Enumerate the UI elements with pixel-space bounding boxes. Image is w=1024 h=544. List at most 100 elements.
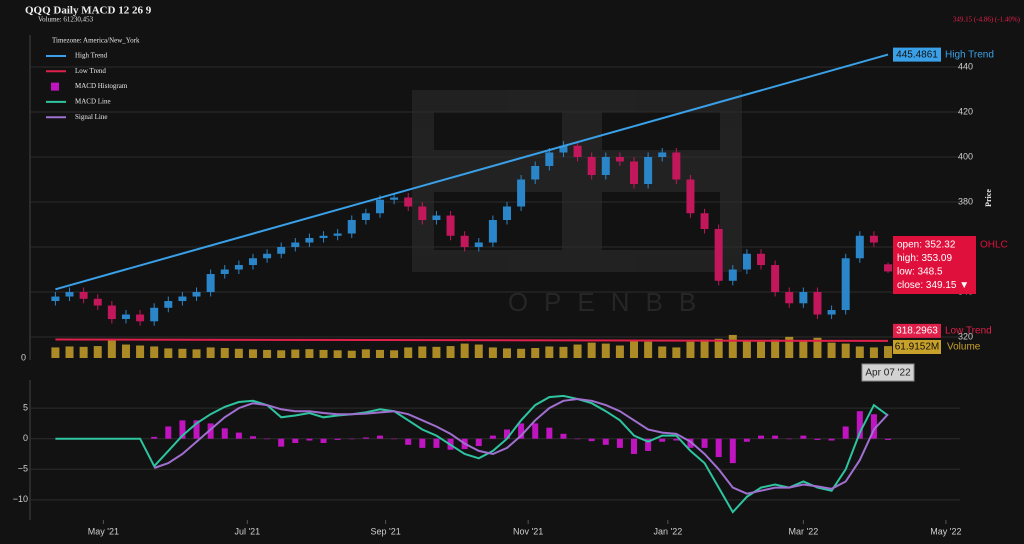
candle-body [559, 145, 568, 153]
x-tick-label: May '22 [930, 526, 961, 536]
histogram-bar [701, 438, 708, 448]
y-tick-label: 5 [23, 402, 28, 412]
histogram-bar [588, 438, 595, 442]
legend-swatch [51, 82, 59, 91]
volume-bar [742, 340, 751, 358]
volume-bar [333, 350, 342, 358]
histogram-bar [503, 429, 510, 439]
candle-body [658, 152, 667, 157]
volume-bar [319, 349, 328, 358]
legend-label: MACD Line [75, 98, 111, 106]
volume-name-label: Volume [947, 342, 981, 353]
histogram-bar [235, 432, 242, 439]
volume-bar [672, 347, 681, 358]
histogram-bar [631, 438, 638, 454]
ohlc-title: OHLC [980, 240, 1008, 251]
volume-bar [390, 350, 399, 358]
volume-bar [799, 340, 808, 358]
histogram-bar [758, 435, 765, 439]
volume-bar [93, 346, 102, 358]
candle-body [432, 215, 441, 221]
candle-body [517, 179, 526, 207]
candle-body [404, 197, 413, 207]
volume-bar [757, 341, 766, 358]
y-tick-label: 420 [958, 106, 973, 116]
histogram-bar [264, 438, 271, 440]
y-tick-label: 440 [958, 61, 973, 71]
volume-bar [644, 341, 653, 358]
volume-bar [375, 349, 384, 358]
candle-body [799, 292, 808, 304]
histogram-bar [221, 428, 228, 439]
candle-body [248, 258, 257, 266]
trend-name-label: High Trend [945, 49, 994, 60]
trend-label-box [893, 323, 941, 338]
candle-body [771, 265, 780, 293]
histogram-bar [659, 438, 666, 442]
volume-bar [220, 348, 229, 358]
candle-body [361, 213, 370, 221]
candle-body [644, 156, 653, 184]
histogram-bar [715, 438, 722, 458]
trend-value-label: 445.4861 [896, 49, 938, 60]
histogram-bar [249, 436, 256, 439]
indicator-line [55, 394, 889, 514]
chart-title: QQQ Daily MACD 12 26 9 [25, 5, 152, 17]
volume-bar [192, 349, 201, 358]
volume-bar [545, 346, 554, 358]
x-tick-label: Mar '22 [788, 526, 818, 536]
volume-bar [700, 339, 709, 358]
y-axis-title: Price [984, 189, 993, 207]
histogram-bar [786, 438, 793, 440]
candle-body [884, 264, 893, 272]
trend-line [55, 338, 889, 342]
histogram-bar [546, 427, 553, 439]
volume-bar [263, 349, 272, 358]
volume-bar [601, 343, 610, 358]
volume-bar [248, 349, 257, 358]
volume-bar [150, 346, 159, 358]
last-price: 349.15 (-4.86) (-1.40%) [953, 16, 1021, 24]
histogram-bar [489, 435, 496, 439]
candle-body [615, 156, 624, 162]
hover-date: Apr 07 '22 [865, 368, 911, 379]
candle-body [107, 305, 116, 320]
histogram-bar [362, 437, 369, 439]
histogram-bar [518, 423, 525, 439]
histogram-bar [574, 438, 581, 440]
candle-body [319, 235, 328, 239]
candle-body [630, 161, 639, 184]
histogram-bar [532, 423, 539, 439]
volume-bar [446, 346, 455, 358]
candle-body [757, 253, 766, 266]
histogram-bar [391, 438, 398, 440]
histogram-bar [405, 438, 412, 445]
y-tick-label: 400 [958, 151, 973, 161]
indicator-line [153, 397, 889, 495]
candle-body [869, 235, 878, 243]
watermark-text: OPENBB [508, 287, 712, 317]
volume-bar [136, 345, 145, 358]
y-tick-label: −10 [13, 494, 28, 504]
histogram-bar [193, 420, 200, 439]
volume-tick-label: 0 [21, 352, 26, 362]
candle-body [93, 298, 102, 306]
candle-body [502, 206, 511, 221]
candle-body [714, 229, 723, 281]
histogram-bar [306, 438, 313, 441]
volume-bar [531, 348, 540, 358]
volume-bar [615, 345, 624, 358]
volume-bar [361, 349, 370, 358]
candle-body [234, 265, 243, 270]
histogram-bar [207, 423, 214, 439]
candle-body [573, 145, 582, 157]
trend-value-label: 318.2963 [896, 326, 938, 337]
volume-bar [587, 342, 596, 358]
candle-body [136, 314, 145, 322]
volume-bar [714, 338, 723, 358]
candle-body [347, 220, 356, 234]
volume-bar [785, 336, 794, 358]
volume-bar [686, 341, 695, 358]
candle-body [121, 314, 130, 320]
candle-body [65, 292, 74, 297]
